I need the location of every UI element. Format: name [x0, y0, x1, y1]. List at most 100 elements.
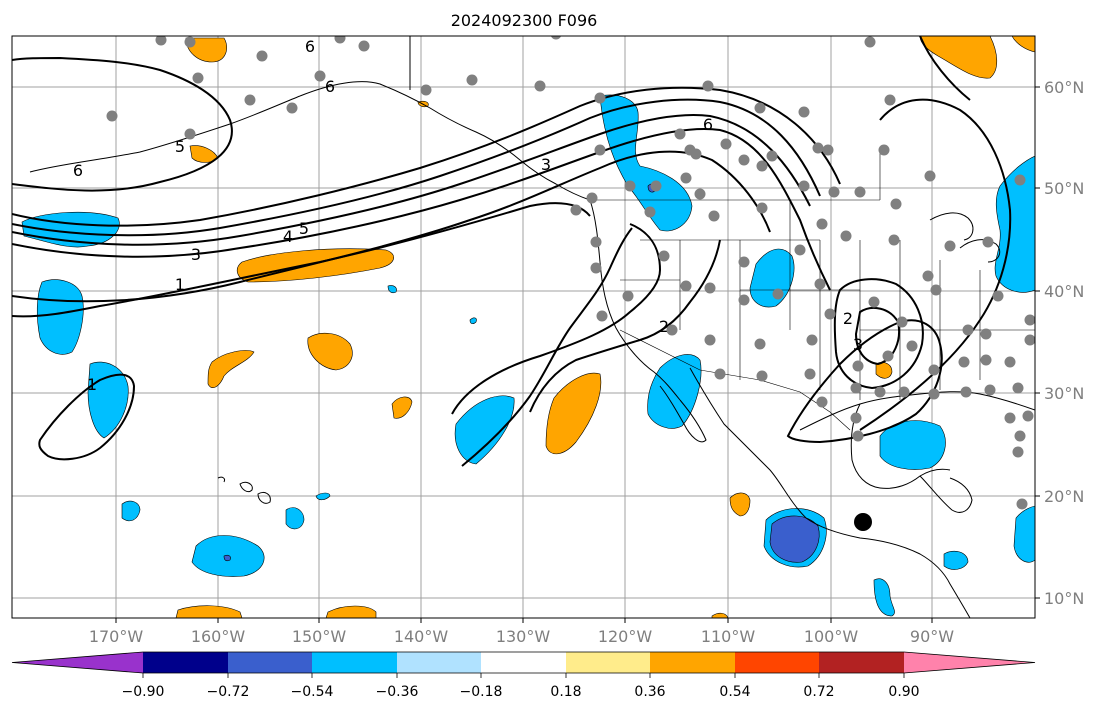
station-marker [982, 236, 994, 248]
station-marker [878, 144, 890, 156]
colorbar-tick-label: −0.36 [376, 684, 419, 700]
station-marker [1004, 412, 1016, 424]
station-marker [714, 368, 726, 380]
station-marker [756, 370, 768, 382]
station-marker [896, 316, 908, 328]
station-marker [1014, 174, 1026, 186]
latitude-labels: 60°N 50°N 40°N 30°N 20°N 10°N [1044, 78, 1084, 608]
longitude-label: 120°W [598, 627, 653, 646]
station-marker [1024, 334, 1035, 346]
station-marker [850, 382, 862, 394]
station-marker [868, 296, 880, 308]
station-marker [420, 84, 432, 96]
station-marker [852, 430, 864, 442]
colorbar-extend-high [904, 652, 1035, 673]
colorbar-tick-label: −0.72 [207, 684, 250, 700]
axis-ticks [115, 86, 1040, 623]
station-marker [874, 386, 886, 398]
colorbar [11, 651, 1036, 678]
positive-anomaly-region [307, 332, 353, 371]
storm-center-marker [854, 513, 872, 531]
station-marker [882, 350, 894, 362]
contour-label: 3 [853, 335, 863, 354]
contour-label: 4 [283, 227, 293, 246]
station-marker [814, 278, 826, 290]
station-marker [772, 288, 784, 300]
station-marker [674, 128, 686, 140]
station-marker [586, 192, 598, 204]
station-marker [738, 294, 750, 306]
longitude-label: 140°W [394, 627, 449, 646]
latitude-label: 40°N [1044, 282, 1084, 301]
station-marker [184, 128, 196, 140]
station-marker [888, 234, 900, 246]
station-marker [650, 180, 662, 192]
station-marker [854, 186, 866, 198]
coastlines-and-borders [29, 36, 1035, 618]
station-marker [624, 180, 636, 192]
station-marker [192, 72, 204, 84]
station-marker [1012, 382, 1024, 394]
station-marker [804, 368, 816, 380]
positive-anomaly-region [729, 492, 751, 517]
station-marker [850, 412, 862, 424]
colorbar-segment [650, 652, 735, 673]
strong-negative-anomaly-core [223, 554, 231, 562]
negative-anomaly-region [469, 317, 477, 325]
station-marker [1022, 410, 1034, 422]
longitude-label: 130°W [496, 627, 551, 646]
colorbar-tick-label: 0.72 [803, 684, 834, 700]
longitude-label: 160°W [191, 627, 246, 646]
negative-anomaly-region [1013, 505, 1035, 563]
latitude-label: 60°N [1044, 78, 1084, 97]
colorbar-extend-low [12, 652, 143, 673]
colorbar-segment [819, 652, 904, 673]
station-marker [798, 180, 810, 192]
positive-anomaly-region [545, 372, 602, 455]
station-marker [922, 270, 934, 282]
station-marker [666, 324, 678, 336]
station-marker [466, 74, 478, 86]
positive-anomaly-region [175, 605, 243, 618]
negative-anomaly-region [387, 285, 397, 294]
station-marker [980, 354, 992, 366]
station-marker [314, 70, 326, 82]
latitude-label: 20°N [1044, 487, 1084, 506]
station-marker [960, 386, 972, 398]
negative-anomaly-region [315, 492, 331, 501]
station-marker [570, 204, 582, 216]
positive-anomaly-region [325, 605, 377, 618]
station-marker [992, 290, 1004, 302]
contour-label: 6 [73, 161, 83, 180]
station-marker [816, 396, 828, 408]
station-marker [754, 338, 766, 350]
contour-label: 6 [305, 37, 315, 56]
positive-anomaly-region [391, 396, 413, 419]
station-marker [738, 154, 750, 166]
station-marker [930, 284, 942, 296]
station-marker [890, 198, 902, 210]
station-marker [852, 360, 864, 372]
contour-labels: 6 5 6 6 3 4 5 3 1 6 2 2 3 1 [73, 37, 863, 394]
station-marker [980, 328, 992, 340]
map-title: 2024092300 F096 [451, 11, 598, 30]
colorbar-tick-labels: −0.90 −0.72 −0.54 −0.36 −0.18 0.18 0.36 … [122, 684, 920, 700]
colorbar-tick-label: −0.90 [122, 684, 165, 700]
station-marker [828, 186, 840, 198]
station-marker [756, 160, 768, 172]
station-marker [244, 94, 256, 106]
strong-negative-anomaly-core [769, 515, 820, 563]
colorbar-tick-label: −0.54 [291, 684, 334, 700]
station-marker [884, 94, 896, 106]
station-marker [704, 334, 716, 346]
station-marker [1024, 314, 1035, 326]
station-marker [738, 256, 750, 268]
negative-anomaly-region [121, 500, 141, 522]
colorbar-segment [312, 652, 397, 673]
station-marker [334, 36, 346, 44]
colorbar-tick-label: 0.90 [888, 684, 919, 700]
contour-label: 1 [87, 375, 97, 394]
station-marker [622, 290, 634, 302]
contour-label: 6 [703, 115, 713, 134]
station-marker [958, 356, 970, 368]
